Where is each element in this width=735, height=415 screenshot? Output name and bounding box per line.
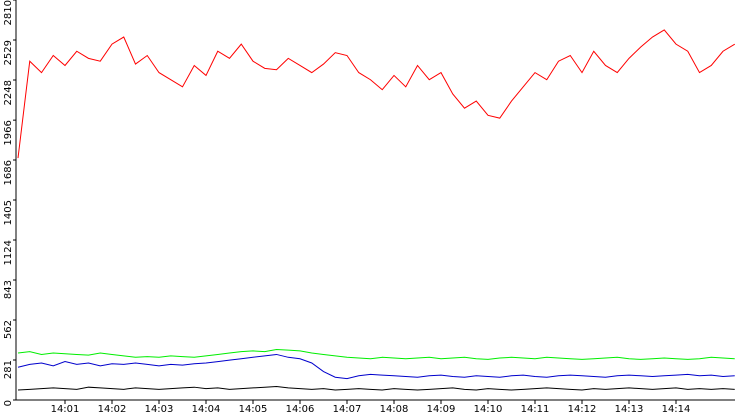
x-tick-label: 14:07	[333, 404, 362, 415]
y-tick-label: 2529	[3, 40, 14, 65]
x-tick-label: 14:02	[98, 404, 127, 415]
x-tick-label: 14:14	[662, 404, 691, 415]
y-tick-label: 1405	[3, 200, 14, 225]
x-tick-label: 14:12	[568, 404, 597, 415]
y-tick-label: 1966	[3, 120, 14, 145]
x-tick-label: 14:09	[427, 404, 456, 415]
x-tick-label: 14:01	[51, 404, 80, 415]
x-tick-label: 14:11	[521, 404, 550, 415]
series-line	[17, 385, 735, 391]
y-tick-label: 2248	[3, 80, 14, 105]
x-tick-label: 14:13	[615, 404, 644, 415]
x-tick-label: 14:05	[239, 404, 268, 415]
y-tick-label: 0	[3, 400, 14, 406]
y-tick-label: 1124	[3, 240, 14, 265]
series-line	[17, 348, 735, 360]
y-tick-label: 1686	[3, 160, 14, 185]
series-line	[17, 29, 735, 159]
x-tick-label: 14:06	[286, 404, 315, 415]
x-tick-label: 14:04	[192, 404, 221, 415]
series-line	[17, 353, 735, 380]
x-tick-label: 14:03	[145, 404, 174, 415]
y-tick-label: 281	[3, 360, 14, 379]
y-tick-label: 2810	[3, 0, 14, 25]
x-tick-label: 14:08	[380, 404, 409, 415]
y-tick-label: 843	[3, 280, 14, 299]
y-tick-label: 562	[3, 320, 14, 339]
x-tick-label: 14:10	[474, 404, 503, 415]
